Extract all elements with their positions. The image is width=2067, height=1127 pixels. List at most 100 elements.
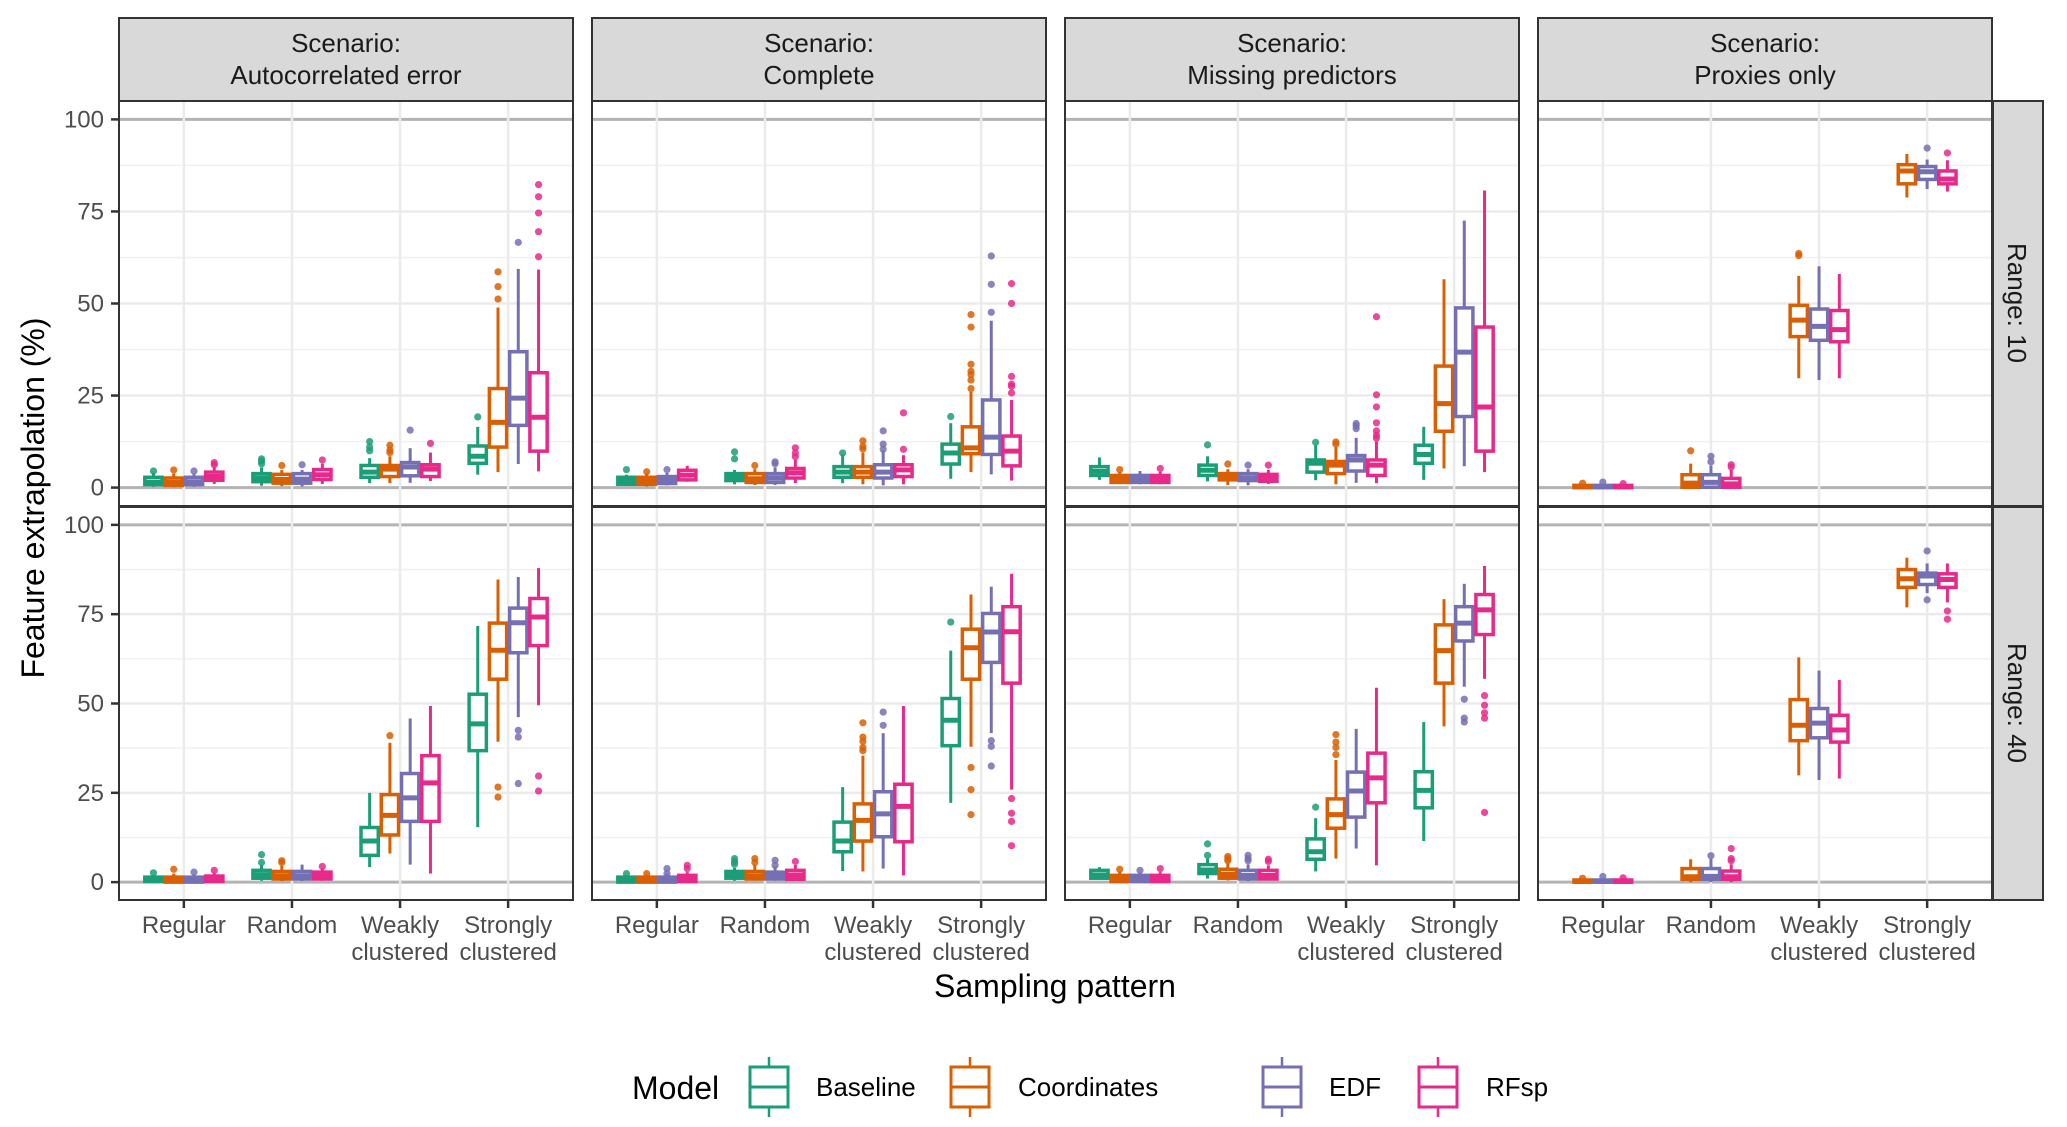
outlier-point xyxy=(1480,808,1489,817)
outlier-point xyxy=(1332,743,1340,752)
outlier-point xyxy=(190,467,198,475)
strip-label-line1: Scenario: xyxy=(1710,28,1820,58)
outlier-point xyxy=(534,772,543,780)
outlier-point xyxy=(1599,872,1607,881)
box-rfsp xyxy=(676,465,698,482)
box-baseline xyxy=(1305,803,1327,872)
outlier-point xyxy=(1352,419,1360,428)
box-coordinates xyxy=(1325,438,1347,485)
box-coordinates xyxy=(1433,279,1455,469)
outlier-point xyxy=(643,468,651,476)
outlier-point xyxy=(1264,461,1272,469)
outlier-point xyxy=(1007,842,1016,850)
outlier-point xyxy=(1332,438,1340,446)
box-body xyxy=(1305,837,1327,862)
x-tick-label: Weakly xyxy=(834,912,912,939)
outlier-point xyxy=(298,461,306,469)
y-tick-label: 100 xyxy=(64,512,104,539)
panel-border xyxy=(591,506,1047,901)
x-tick-label: Random xyxy=(247,912,338,939)
outlier-point xyxy=(859,743,867,752)
x-tick-label: Strongly xyxy=(464,912,552,939)
outlier-point xyxy=(879,721,887,729)
box-coordinates xyxy=(163,466,185,488)
box-rfsp xyxy=(528,568,549,795)
outlier-point xyxy=(278,857,286,865)
outlier-point xyxy=(386,732,394,740)
box-rfsp xyxy=(1366,687,1387,866)
box-rfsp xyxy=(1149,464,1171,485)
y-tick-label: 25 xyxy=(77,780,104,807)
outlier-point xyxy=(514,733,522,741)
box-baseline xyxy=(832,449,854,484)
box-rfsp xyxy=(1937,149,1958,192)
outlier-point xyxy=(622,869,631,878)
legend-label: EDF xyxy=(1329,1072,1381,1102)
column-strip-0: Scenario: Autocorrelated error xyxy=(118,17,574,102)
box-coordinates xyxy=(636,869,658,884)
outlier-point xyxy=(1578,479,1587,487)
row-strip-1: Range: 40 xyxy=(1992,506,2044,901)
outlier-point xyxy=(1203,840,1212,848)
box-coordinates xyxy=(636,468,658,487)
outlier-point xyxy=(1795,249,1803,258)
panels xyxy=(118,100,1993,901)
box-edf xyxy=(1453,583,1475,726)
outlier-point xyxy=(534,209,543,217)
box-coordinates xyxy=(487,268,509,473)
outlier-point xyxy=(1007,380,1016,388)
box-baseline xyxy=(359,437,381,484)
box-coordinates xyxy=(163,865,185,884)
outlier-point xyxy=(663,864,671,873)
outlier-point xyxy=(1619,874,1627,882)
box-body xyxy=(893,782,914,844)
box-body xyxy=(1916,571,1938,587)
box-edf xyxy=(1808,670,1830,780)
legend-label: Baseline xyxy=(816,1072,916,1102)
box-baseline xyxy=(832,787,854,872)
outlier-point xyxy=(1007,280,1016,288)
box-body xyxy=(1788,697,1810,743)
box-baseline xyxy=(1089,457,1110,480)
box-edf xyxy=(656,465,678,486)
box-coordinates xyxy=(379,441,401,484)
outlier-point xyxy=(1156,864,1164,873)
panel-0-1 xyxy=(591,100,1047,507)
box-edf xyxy=(764,458,786,486)
outlier-point xyxy=(210,866,218,874)
box-body xyxy=(980,611,1002,665)
box-rfsp xyxy=(1720,844,1742,883)
outlier-point xyxy=(474,413,482,421)
legend-key-rfsp xyxy=(1417,1057,1459,1117)
outlier-point xyxy=(791,449,799,457)
box-edf xyxy=(399,426,421,483)
box-rfsp xyxy=(1366,313,1387,484)
x-axis-title: Sampling pattern xyxy=(934,968,1176,1004)
box-rfsp xyxy=(311,456,333,484)
outlier-point xyxy=(967,376,975,384)
outlier-point xyxy=(426,439,435,448)
box-coordinates xyxy=(1572,874,1593,884)
box-baseline xyxy=(359,792,381,868)
outlier-point xyxy=(791,857,799,866)
outlier-point xyxy=(987,252,995,260)
x-tick-label: clustered xyxy=(1878,939,1975,966)
box-coordinates xyxy=(1896,557,1918,608)
outlier-point xyxy=(859,442,867,450)
x-tick-label: Regular xyxy=(1561,912,1645,939)
box-rfsp xyxy=(784,444,806,484)
row-strip-label: Range: 40 xyxy=(2002,643,2032,763)
y-axis: 0 25 50 75 100 0 25 50 75 100 xyxy=(64,106,119,896)
outlier-point xyxy=(967,811,975,819)
box-edf xyxy=(1453,220,1475,467)
outlier-point xyxy=(1923,547,1931,555)
box-baseline xyxy=(724,448,745,485)
outlier-point xyxy=(1203,441,1212,449)
box-body xyxy=(1001,604,1022,685)
box-body xyxy=(528,370,549,453)
panel-1-1 xyxy=(591,506,1047,901)
outlier-point xyxy=(643,869,651,878)
outlier-point xyxy=(967,786,975,794)
box-rfsp xyxy=(1828,679,1850,779)
outlier-point xyxy=(494,268,502,276)
